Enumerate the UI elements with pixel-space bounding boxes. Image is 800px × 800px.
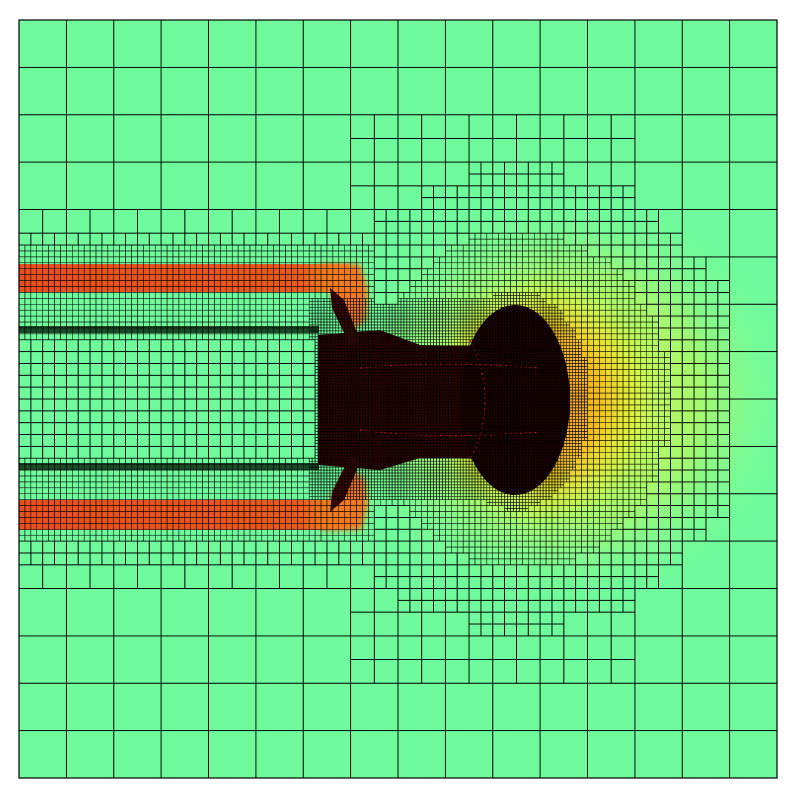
dark-channels — [19, 326, 319, 470]
lower-stripe — [19, 500, 349, 530]
streak-lower — [359, 429, 541, 437]
lower-channel — [19, 463, 319, 470]
streak-mid — [469, 339, 486, 461]
hot-stripes — [19, 264, 368, 530]
plume-head — [460, 305, 570, 495]
upper-channel — [19, 326, 319, 333]
upper-stripe — [19, 264, 349, 292]
adaptive-mesh-grid — [19, 20, 777, 778]
